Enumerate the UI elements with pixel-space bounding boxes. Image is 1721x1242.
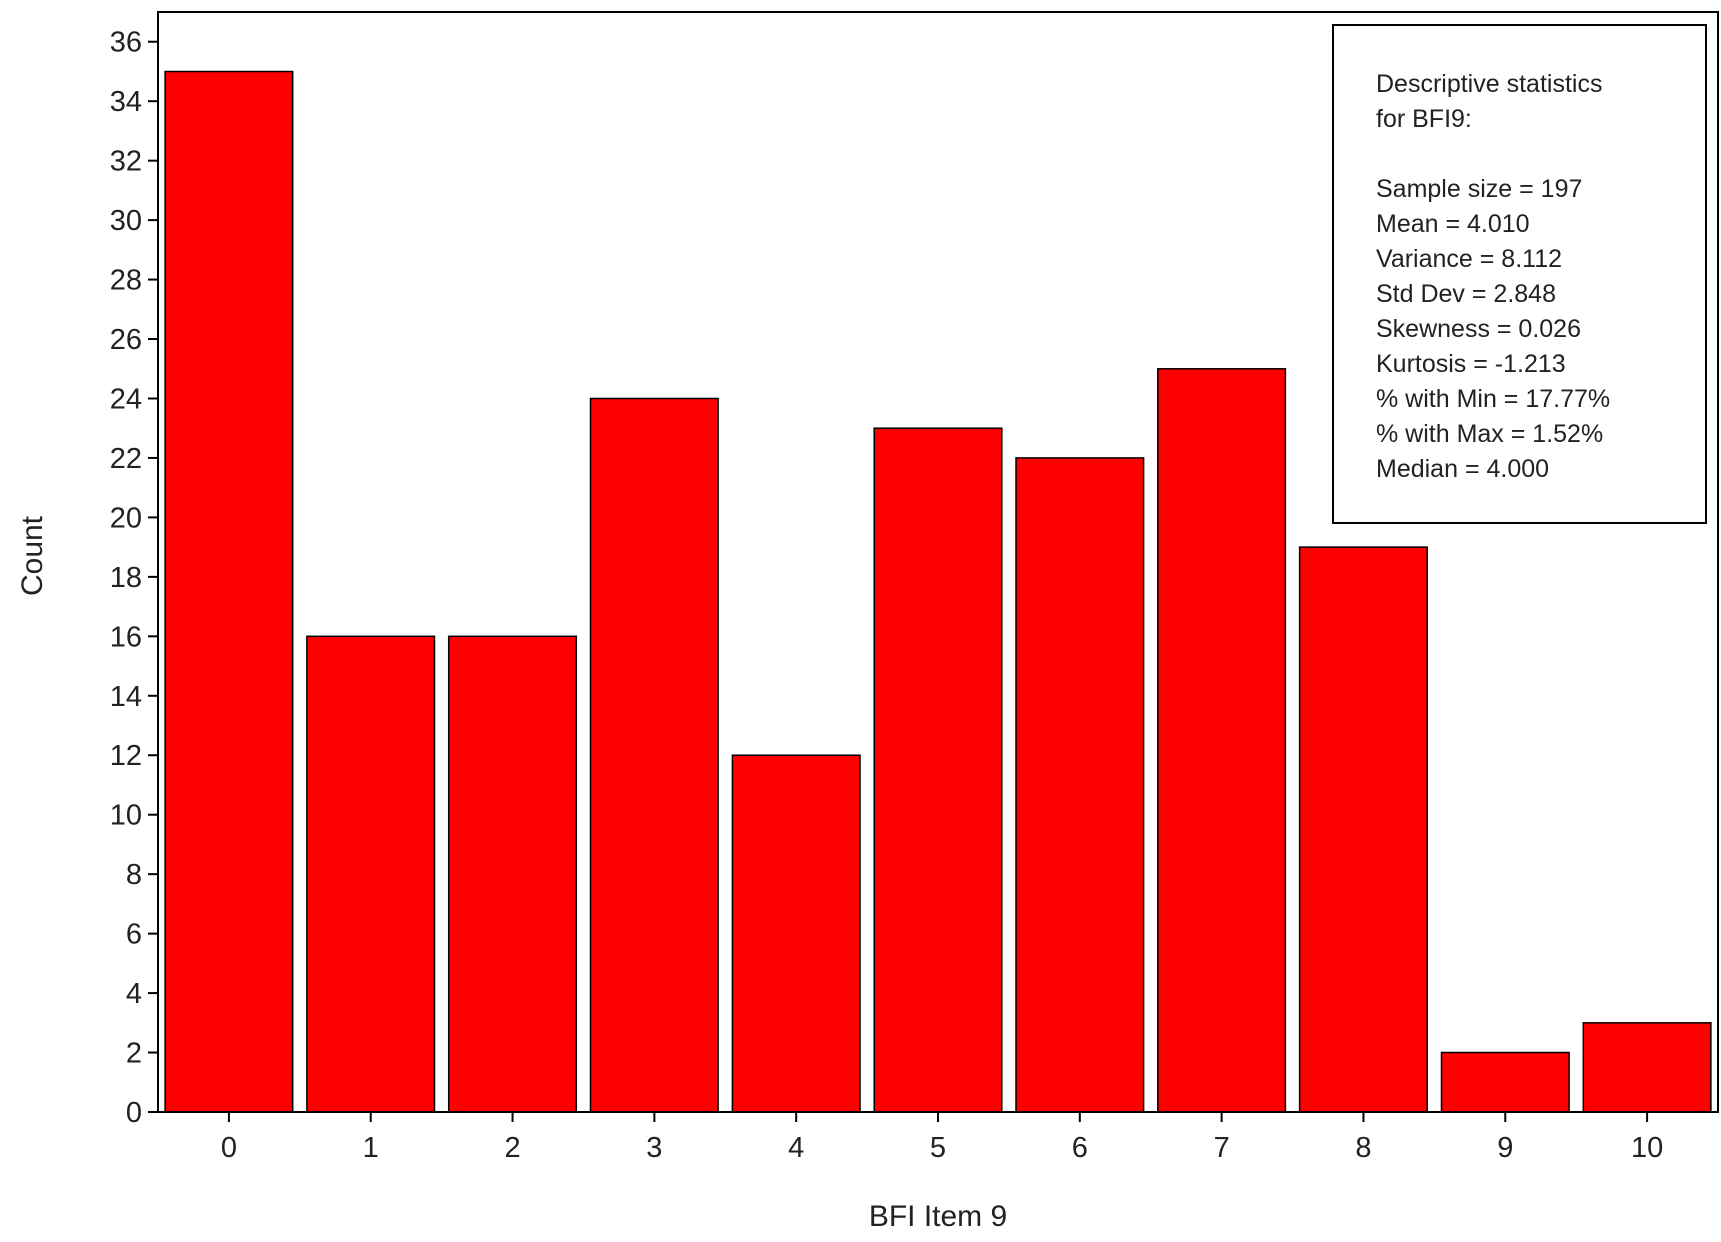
y-axis-label: Count [16,515,49,596]
y-tick-label: 6 [126,919,142,951]
y-tick-label: 16 [110,621,142,653]
y-tick-label: 0 [126,1097,142,1129]
y-tick-label: 22 [110,443,142,475]
x-tick-label: 5 [930,1132,946,1164]
y-tick-label: 10 [110,800,142,832]
bar-4 [731,754,861,1113]
y-tick-label: 2 [126,1038,142,1070]
x-tick-label: 1 [363,1132,379,1164]
stats-line-pct-max: % with Max = 1.52% [1376,420,1603,448]
y-tick-label: 34 [110,86,142,118]
bar-5 [873,427,1003,1113]
y-tick-label: 26 [110,324,142,356]
y-tick-label: 30 [110,205,142,237]
stats-line-std-dev: Std Dev = 2.848 [1376,280,1556,308]
x-tick-label: 3 [646,1132,662,1164]
bar-1 [306,635,436,1113]
x-tick-label: 2 [504,1132,520,1164]
bar-2 [447,635,578,1113]
stats-line-sample-size: Sample size = 197 [1376,175,1582,203]
x-tick-label: 0 [221,1132,237,1164]
x-tick-label: 4 [788,1132,804,1164]
y-tick-label: 18 [110,562,142,594]
bar-0 [164,70,294,1113]
stats-line-median: Median = 4.000 [1376,455,1549,483]
bar-3 [589,397,719,1113]
bar-6 [1015,457,1145,1113]
y-tick-label: 4 [126,978,142,1010]
x-tick-label: 6 [1072,1132,1088,1164]
bar-10 [1582,1022,1712,1113]
stats-line-skewness: Skewness = 0.026 [1376,315,1581,343]
stats-line-kurtosis: Kurtosis = -1.213 [1376,350,1566,378]
x-axis-label: BFI Item 9 [869,1200,1007,1233]
y-tick-label: 28 [110,265,142,297]
y-tick-label: 8 [126,859,142,891]
x-axis: 0 1 2 3 4 5 6 7 8 9 10 [158,1111,1718,1164]
bars-group [164,70,1712,1113]
bar-8 [1298,546,1428,1113]
y-tick-label: 32 [110,146,142,178]
bar-7 [1157,368,1287,1113]
stats-line-title-2: for BFI9: [1376,105,1472,133]
stats-line-title-1: Descriptive statistics [1376,70,1602,98]
stats-line-variance: Variance = 8.112 [1376,245,1562,273]
stats-line-mean: Mean = 4.010 [1376,210,1530,238]
x-tick-label: 8 [1355,1132,1371,1164]
x-tick-label: 10 [1631,1132,1663,1164]
stats-box: Descriptive statistics for BFI9: Sample … [1332,24,1707,524]
x-tick-label: 7 [1214,1132,1230,1164]
y-tick-label: 12 [110,740,142,772]
stats-box-frame [1332,24,1707,524]
stats-line-pct-min: % with Min = 17.77% [1376,385,1610,413]
bar-9 [1440,1051,1570,1113]
x-tick-label: 9 [1497,1132,1513,1164]
y-tick-label: 36 [110,27,142,59]
y-tick-label: 20 [110,502,142,534]
y-tick-label: 14 [110,681,142,713]
y-tick-label: 24 [110,383,142,415]
